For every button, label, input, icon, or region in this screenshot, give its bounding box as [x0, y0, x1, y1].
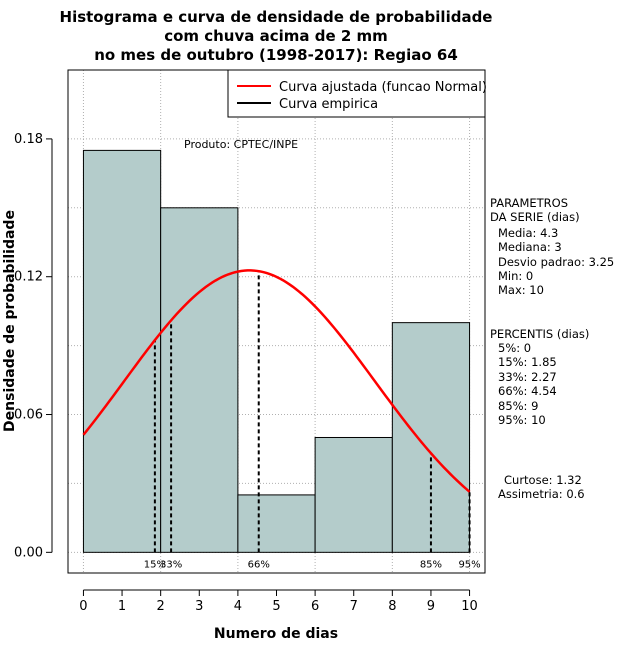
histogram-bar — [160, 207, 239, 553]
percentil-95: 95%: 10 — [498, 413, 546, 427]
percentil-33: 33%: 2.27 — [498, 370, 557, 384]
x-tick-label: 3 — [195, 599, 203, 614]
y-tick-label: 0.18 — [14, 132, 43, 147]
x-tick-label: 10 — [461, 599, 478, 614]
x-tick-label: 2 — [157, 599, 165, 614]
y-axis-title: Densidade de probabilidade — [2, 210, 18, 432]
percentil-15: 15%: 1.85 — [498, 355, 557, 369]
percentile-label: 33% — [160, 559, 182, 570]
chart-title-line-3: no mes de outubro (1998-2017): Regiao 64 — [94, 46, 458, 64]
stats-panel: PARAMETROS DA SERIE (dias) Media: 4.3 Me… — [490, 196, 614, 501]
product-annotation: Produto: CPTEC/INPE — [184, 138, 298, 151]
normal-curve — [82, 269, 471, 493]
legend-label-empirical: Curva empirica — [279, 97, 378, 112]
x-tick-label: 9 — [427, 599, 435, 614]
param-media: Media: 4.3 — [498, 226, 558, 240]
x-axis-title: Numero de dias — [214, 626, 338, 642]
x-tick-label: 0 — [79, 599, 87, 614]
histogram-bar — [82, 149, 162, 553]
histogram-bar — [391, 322, 471, 553]
stat-assimetria: Assimetria: 0.6 — [498, 487, 585, 501]
param-desvio: Desvio padrao: 3.25 — [498, 255, 614, 269]
percentile-label: 66% — [248, 559, 270, 570]
params-header-line-2: DA SERIE (dias) — [490, 210, 580, 224]
y-tick-label: 0.00 — [14, 545, 43, 560]
histogram-bar — [314, 436, 393, 553]
percentil-85: 85%: 9 — [498, 399, 538, 413]
chart-title-line-2: com chuva acima de 2 mm — [164, 27, 388, 45]
percentile-label: 95% — [458, 559, 480, 570]
percentile-label: 85% — [420, 559, 442, 570]
x-tick-label: 4 — [234, 599, 242, 614]
percentile-label: 15% — [144, 559, 166, 570]
param-min: Min: 0 — [498, 269, 533, 283]
percentil-66: 66%: 4.54 — [498, 384, 557, 398]
axes: 0 1 2 3 4 5 6 7 8 9 10 0.00 0.06 0.12 0.18 — [14, 132, 478, 614]
histogram-bar — [237, 494, 316, 553]
y-tick-label: 0.12 — [14, 270, 43, 285]
legend-box — [227, 69, 486, 118]
legend: Curva ajustada (funcao Normal) Curva emp… — [227, 69, 487, 118]
x-tick-label: 6 — [311, 599, 319, 614]
histogram-bars — [82, 149, 471, 553]
percentile-lines: 15%33% 66% 85% 95% — [144, 271, 481, 570]
y-tick-label: 0.06 — [14, 408, 43, 423]
x-tick-label: 8 — [388, 599, 396, 614]
x-tick-label: 5 — [272, 599, 280, 614]
legend-label-curve: Curva ajustada (funcao Normal) — [279, 80, 487, 95]
chart-title-line-1: Histograma e curva de densidade de proba… — [60, 8, 493, 26]
normal-curve-group — [82, 269, 471, 493]
param-mediana: Mediana: 3 — [498, 240, 562, 254]
x-tick-label: 7 — [350, 599, 358, 614]
percentil-5: 5%: 0 — [498, 341, 531, 355]
param-max: Max: 10 — [498, 283, 544, 297]
params-header-line-1: PARAMETROS — [490, 196, 568, 210]
stat-curtose: Curtose: 1.32 — [504, 473, 582, 487]
x-tick-label: 1 — [118, 599, 126, 614]
percentis-header: PERCENTIS (dias) — [490, 327, 589, 341]
